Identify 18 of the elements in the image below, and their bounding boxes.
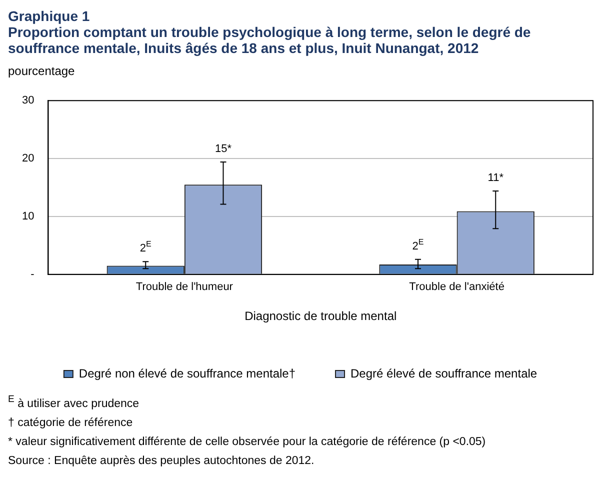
text: $^{E}$ à utiliser avec prudence bbox=[8, 393, 140, 412]
y-tick-label: - bbox=[30, 268, 35, 280]
chart-title: Graphique 1 bbox=[8, 8, 91, 24]
source-note: Source : Enquête auprès des peuples autochtones de 2012. bbox=[8, 454, 316, 469]
x-axis-title: Diagnostic de trouble mental bbox=[244, 309, 397, 324]
y-tick-label: 20 bbox=[22, 152, 34, 165]
x-tick-label: Trouble de l'humeur bbox=[136, 281, 234, 294]
text: * valeur significativement différente de celle observée pour la catégorie de référence (p <0.05) bbox=[8, 434, 487, 450]
x-tick-label: Trouble de l'anxiété bbox=[409, 281, 504, 294]
y-tick-label: 10 bbox=[22, 210, 34, 222]
data-label: 11* bbox=[488, 172, 504, 184]
legend-label: Degré non élevé de souffrance mentale† bbox=[78, 366, 296, 380]
y-tick-label: 30 bbox=[22, 94, 34, 107]
legend-label: Degré élevé de souffrance mentale bbox=[350, 366, 538, 380]
text: † catégorie de référence bbox=[8, 416, 134, 431]
data-label: 15* bbox=[214, 143, 232, 156]
chart-subtitle: Proportion comptant un trouble psychologique à long terme, selon le degré de souffrance mentale, Inuits âgés de 18 ans et plus, Inuit Nunangat, 2012 bbox=[8, 24, 532, 56]
y-axis-title: pourcentage bbox=[8, 64, 76, 78]
